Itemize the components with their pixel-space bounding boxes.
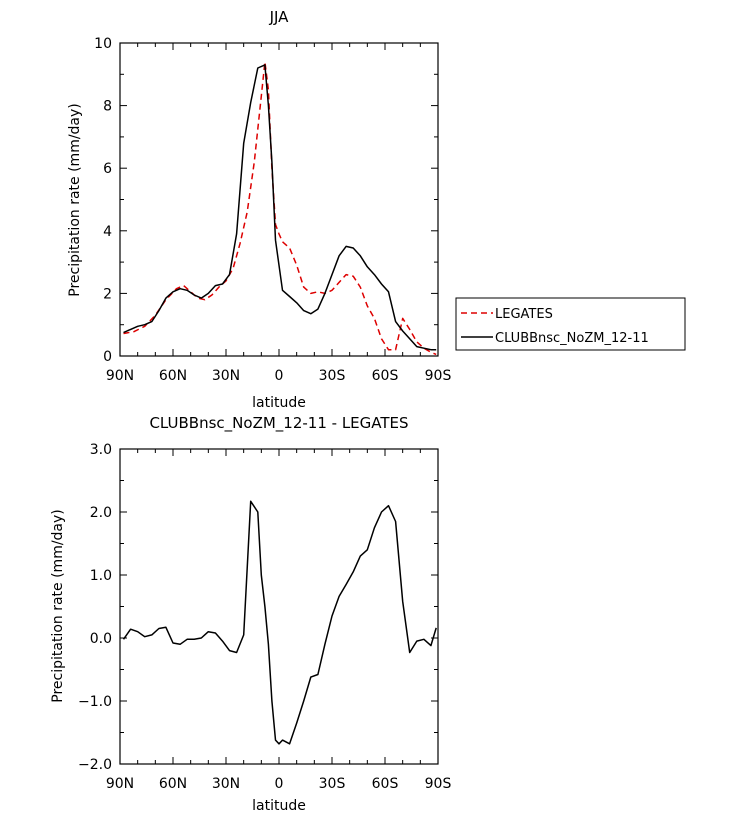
top-series-line-2: [123, 64, 437, 351]
bottom-x-tick-label: 90N: [106, 776, 134, 792]
top-series-line-1: [123, 61, 437, 356]
top-x-tick-label: 90S: [425, 368, 452, 384]
bottom-x-tick-label: 30S: [319, 776, 346, 792]
top-y-ticks: 0 2 4 6 8 10: [94, 36, 438, 365]
top-x-tick-label: 30S: [319, 368, 346, 384]
bottom-x-tick-label: 60N: [159, 776, 187, 792]
bottom-plot-frame: [119, 448, 439, 765]
top-y-tick-label: 2: [103, 286, 112, 302]
top-x-tick-label: 0: [275, 368, 284, 384]
bottom-y-tick-label: 3.0: [90, 442, 112, 458]
top-x-axis-label: latitude: [252, 395, 306, 411]
bottom-y-tick-label: 1.0: [90, 568, 112, 584]
top-x-tick-label: 90N: [106, 368, 134, 384]
bottom-panel: CLUBBnsc_NoZM_12-11 - LEGATES 90N 60N 30N 0…: [50, 414, 451, 814]
bottom-series-line-1: [122, 500, 437, 745]
bottom-x-tick-label: 0: [275, 776, 284, 792]
legend-label-clubb: CLUBBnsc_NoZM_12-11: [495, 331, 649, 346]
top-x-ticks: 90N 60N 30N 0 30S 60S 90S: [106, 43, 452, 384]
bottom-x-axis-label: latitude: [252, 798, 306, 814]
bottom-chart-title: CLUBBnsc_NoZM_12-11 - LEGATES: [149, 414, 408, 433]
top-y-tick-label: 10: [94, 36, 112, 52]
bottom-y-tick-label: 2.0: [90, 505, 112, 521]
bottom-x-tick-label: 90S: [425, 776, 452, 792]
bottom-x-tick-label: 30N: [212, 776, 240, 792]
bottom-y-tick-label: −1.0: [78, 694, 112, 710]
bottom-y-tick-label: 0.0: [90, 631, 112, 647]
bottom-series-group: [122, 500, 437, 745]
bottom-y-ticks: −2.0 −1.0 0.0 1.0 2.0 3.0: [78, 442, 438, 773]
top-panel: JJA 90N 60N 30N 0 30S 60S 90S 0 2 4 6 8 10 latitude…: [67, 8, 686, 411]
top-x-tick-label: 60N: [159, 368, 187, 384]
bottom-x-tick-label: 60S: [372, 776, 399, 792]
top-series-group: [123, 61, 437, 356]
top-y-tick-label: 8: [103, 99, 112, 115]
legend-box: [455, 297, 686, 351]
top-plot-frame: [119, 42, 439, 357]
top-x-tick-label: 60S: [372, 368, 399, 384]
top-y-tick-label: 0: [103, 349, 112, 365]
legend: LEGATES CLUBBnsc_NoZM_12-11: [455, 297, 686, 351]
bottom-x-ticks: 90N 60N 30N 0 30S 60S 90S: [106, 449, 452, 792]
top-y-tick-label: 6: [103, 161, 112, 177]
top-y-tick-label: 4: [103, 224, 112, 240]
bottom-y-axis-label: Precipitation rate (mm/day): [50, 509, 66, 703]
top-x-tick-label: 30N: [212, 368, 240, 384]
legend-label-legates: LEGATES: [495, 307, 553, 322]
bottom-y-tick-label: −2.0: [78, 757, 112, 773]
top-chart-title: JJA: [269, 8, 290, 26]
top-y-axis-label: Precipitation rate (mm/day): [67, 103, 83, 297]
